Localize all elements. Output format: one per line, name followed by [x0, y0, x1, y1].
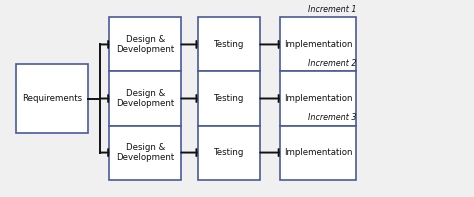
- Text: Testing: Testing: [214, 148, 244, 157]
- Bar: [280, 72, 356, 125]
- Bar: [280, 17, 356, 72]
- Text: Testing: Testing: [214, 40, 244, 49]
- Bar: [109, 125, 181, 180]
- Bar: [109, 72, 181, 125]
- Bar: [198, 17, 260, 72]
- Text: Design &
Development: Design & Development: [116, 35, 174, 54]
- Text: Implementation: Implementation: [284, 148, 352, 157]
- Text: Increment 2: Increment 2: [308, 59, 356, 68]
- Text: Testing: Testing: [214, 94, 244, 103]
- Bar: [109, 17, 181, 72]
- Text: Requirements: Requirements: [22, 94, 82, 103]
- Text: Increment 3: Increment 3: [308, 113, 356, 122]
- Text: Design &
Development: Design & Development: [116, 89, 174, 108]
- Text: Design &
Development: Design & Development: [116, 143, 174, 162]
- Bar: [198, 72, 260, 125]
- Bar: [198, 125, 260, 180]
- Bar: [16, 64, 88, 133]
- Bar: [280, 125, 356, 180]
- Text: Implementation: Implementation: [284, 40, 352, 49]
- Text: Increment 1: Increment 1: [308, 5, 356, 14]
- Text: Implementation: Implementation: [284, 94, 352, 103]
